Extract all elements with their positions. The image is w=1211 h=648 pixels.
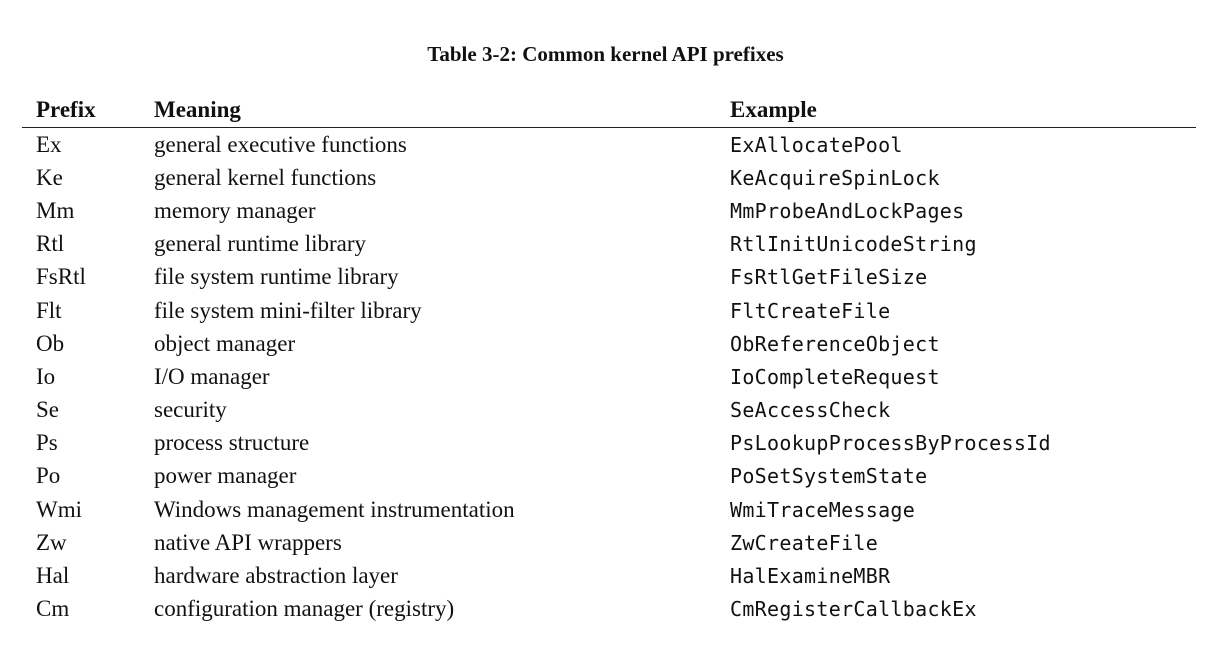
cell-prefix: Ex	[36, 131, 62, 157]
cell-meaning: power manager	[154, 463, 297, 489]
cell-prefix: Io	[36, 363, 56, 389]
header-row: Prefix Meaning Example	[22, 93, 1196, 128]
cell-example: HalExamineMBR	[730, 564, 891, 589]
cell-prefix: Po	[36, 463, 61, 489]
cell-example: FsRtlGetFileSize	[730, 265, 928, 290]
table-row: Io I/O manager IoCompleteRequest	[22, 360, 1196, 393]
cell-example: MmProbeAndLockPages	[730, 198, 965, 223]
table-row: Ex general executive functions ExAllocat…	[22, 128, 1196, 162]
table-row: Se security SeAccessCheck	[22, 394, 1196, 427]
cell-meaning: configuration manager (registry)	[154, 596, 455, 622]
cell-prefix: Ps	[36, 430, 58, 456]
kernel-prefix-table: Prefix Meaning Example Ex general execut…	[22, 93, 1196, 626]
cell-example: FltCreateFile	[730, 298, 891, 323]
cell-meaning: general kernel functions	[154, 164, 377, 190]
cell-example: PoSetSystemState	[730, 464, 928, 489]
cell-meaning: native API wrappers	[154, 529, 342, 555]
cell-example: ZwCreateFile	[730, 530, 879, 555]
cell-example: PsLookupProcessByProcessId	[730, 431, 1051, 456]
cell-prefix: FsRtl	[36, 264, 86, 290]
table-row: Ps process structure PsLookupProcessByPr…	[22, 427, 1196, 460]
table-row: Ke general kernel functions KeAcquireSpi…	[22, 161, 1196, 194]
table-row: Po power manager PoSetSystemState	[22, 460, 1196, 493]
cell-prefix: Ob	[36, 330, 65, 356]
cell-meaning: Windows management instrumentation	[154, 496, 515, 522]
cell-prefix: Mm	[36, 197, 75, 223]
table-row: Rtl general runtime library RtlInitUnico…	[22, 228, 1196, 261]
cell-example: SeAccessCheck	[730, 398, 891, 423]
table-header: Prefix Meaning Example	[22, 93, 1196, 128]
cell-example: RtlInitUnicodeString	[730, 232, 977, 257]
cell-meaning: hardware abstraction layer	[154, 563, 398, 589]
table-row: Mm memory manager MmProbeAndLockPages	[22, 194, 1196, 227]
cell-meaning: security	[154, 397, 227, 423]
cell-meaning: I/O manager	[154, 363, 270, 389]
table-row: Hal hardware abstraction layer HalExamin…	[22, 559, 1196, 592]
header-example: Example	[716, 93, 1196, 128]
cell-example: WmiTraceMessage	[730, 497, 916, 522]
cell-meaning: memory manager	[154, 197, 316, 223]
header-prefix: Prefix	[22, 93, 140, 128]
table-row: Cm configuration manager (registry) CmRe…	[22, 593, 1196, 626]
cell-meaning: file system mini-filter library	[154, 297, 422, 323]
cell-example: ObReferenceObject	[730, 331, 940, 356]
cell-prefix: Wmi	[36, 496, 82, 522]
table-body: Ex general executive functions ExAllocat…	[22, 128, 1196, 626]
cell-meaning: general runtime library	[154, 231, 367, 257]
cell-example: KeAcquireSpinLock	[730, 165, 940, 190]
cell-prefix: Rtl	[36, 231, 65, 257]
cell-meaning: general executive functions	[154, 131, 407, 157]
cell-meaning: process structure	[154, 430, 310, 456]
table-row: FsRtl file system runtime library FsRtlG…	[22, 261, 1196, 294]
cell-prefix: Flt	[36, 297, 62, 323]
table-row: Zw native API wrappers ZwCreateFile	[22, 526, 1196, 559]
cell-example: IoCompleteRequest	[730, 364, 940, 389]
header-meaning: Meaning	[140, 93, 716, 128]
cell-prefix: Ke	[36, 164, 63, 190]
cell-example: ExAllocatePool	[730, 132, 903, 157]
cell-meaning: object manager	[154, 330, 296, 356]
cell-example: CmRegisterCallbackEx	[730, 597, 977, 622]
cell-prefix: Cm	[36, 596, 70, 622]
table-caption: Table 3-2: Common kernel API prefixes	[427, 42, 784, 66]
table-row: Flt file system mini-filter library FltC…	[22, 294, 1196, 327]
cell-prefix: Hal	[36, 563, 70, 589]
cell-meaning: file system runtime library	[154, 264, 399, 290]
cell-prefix: Zw	[36, 529, 67, 555]
cell-prefix: Se	[36, 397, 59, 423]
table-row: Ob object manager ObReferenceObject	[22, 327, 1196, 360]
table-row: Wmi Windows management instrumentation W…	[22, 493, 1196, 526]
